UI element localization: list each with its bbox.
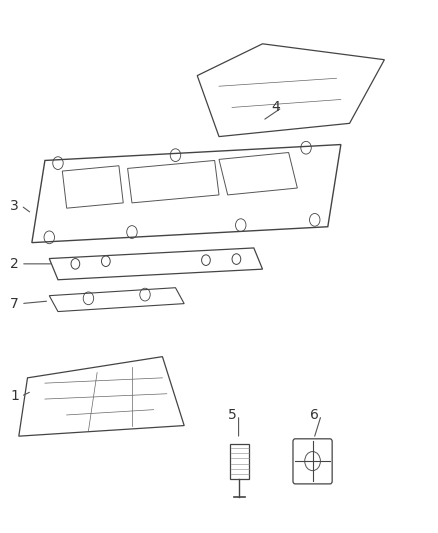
Text: 3: 3 [10, 198, 19, 213]
Text: 6: 6 [311, 408, 319, 422]
Text: 1: 1 [10, 390, 19, 403]
Text: 4: 4 [271, 100, 280, 115]
Text: 2: 2 [10, 257, 19, 271]
Text: 7: 7 [10, 297, 19, 311]
Text: 5: 5 [228, 408, 237, 422]
Bar [230, 444, 250, 479]
